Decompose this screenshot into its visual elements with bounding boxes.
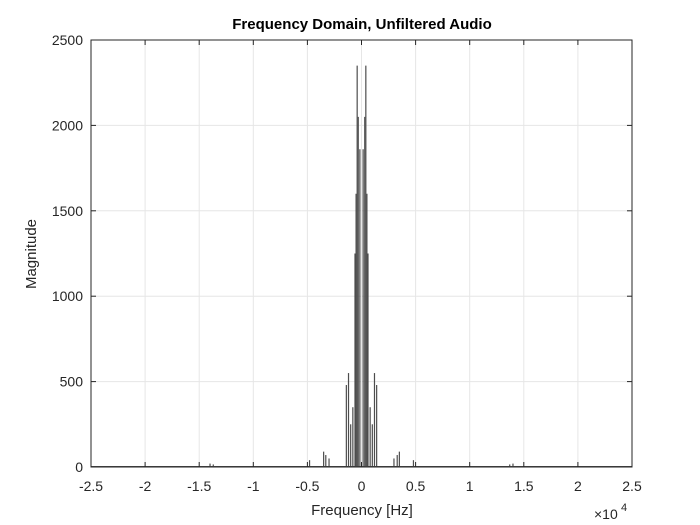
x-tick-label: -1	[247, 478, 260, 494]
chart-title: Frequency Domain, Unfiltered Audio	[232, 16, 491, 33]
grid	[91, 40, 632, 467]
x-tick-label: 1	[466, 478, 474, 494]
y-tick-label: 2000	[52, 117, 83, 133]
x-tick-label: 2	[574, 478, 582, 494]
x-tick-label: 0	[358, 478, 366, 494]
x-tick-label: -0.5	[295, 478, 319, 494]
x-exponent-base: ×10	[594, 506, 618, 522]
y-tick-label: 1000	[52, 288, 83, 304]
x-tick-label: 1.5	[514, 478, 534, 494]
x-axis-label: Frequency [Hz]	[311, 502, 413, 519]
ticks	[90, 39, 633, 468]
y-tick-label: 2500	[52, 32, 83, 48]
x-exponent-power: 4	[621, 502, 627, 514]
x-tick-label: 2.5	[622, 478, 642, 494]
tick-labels: -2.5 -2 -1.5 -1 -0.5 0 0.5 1 1.5 2 2.5 0 500 1000 1500…	[52, 32, 642, 494]
x-tick-label: -2	[139, 478, 152, 494]
y-tick-label: 500	[60, 374, 84, 390]
x-tick-label: -2.5	[79, 478, 103, 494]
y-axis-label: Magnitude	[23, 219, 40, 289]
y-tick-label: 1500	[52, 203, 83, 219]
x-tick-label: 0.5	[406, 478, 426, 494]
y-tick-label: 0	[75, 459, 83, 475]
x-tick-label: -1.5	[187, 478, 211, 494]
